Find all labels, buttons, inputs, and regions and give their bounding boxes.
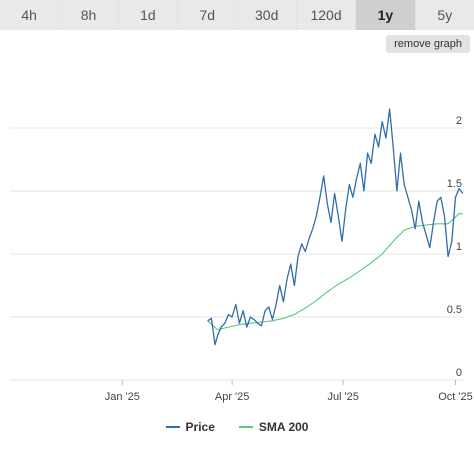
legend-label-price: Price [185, 420, 215, 434]
y-tick-label: 0 [456, 367, 462, 379]
sma-200-line [207, 213, 463, 331]
price-chart: 0 0.5 1 1.5 2 Jan '25 Apr '25 Jul '25 Oct '25 [10, 108, 473, 403]
tab-120d[interactable]: 120d [296, 0, 356, 30]
x-tick-label: Jul '25 [327, 391, 358, 403]
x-tick-label: Oct '25 [438, 391, 473, 403]
price-swatch-icon [165, 426, 180, 428]
legend-item-price[interactable]: Price [165, 420, 215, 434]
x-tick-label: Jan '25 [105, 391, 140, 403]
sma-swatch-icon [238, 426, 253, 428]
y-tick-label: 1 [456, 241, 462, 253]
y-tick-label: 1.5 [447, 178, 462, 190]
tab-30d[interactable]: 30d [237, 0, 296, 30]
legend-item-sma[interactable]: SMA 200 [238, 420, 309, 434]
tab-1y[interactable]: 1y [356, 0, 415, 30]
timeframe-tabs: 4h 8h 1d 7d 30d 120d 1y 5y [0, 0, 474, 30]
tab-4h[interactable]: 4h [0, 0, 59, 30]
tab-1d[interactable]: 1d [118, 0, 178, 30]
legend-label-sma: SMA 200 [258, 420, 309, 434]
legend: Price SMA 200 [0, 420, 474, 434]
tab-8h[interactable]: 8h [59, 0, 118, 30]
y-tick-label: 0.5 [447, 304, 462, 316]
x-tick-label: Apr '25 [215, 391, 250, 403]
remove-graph-button[interactable]: remove graph [386, 35, 470, 53]
tab-5y[interactable]: 5y [415, 0, 474, 30]
y-tick-label: 2 [456, 115, 462, 127]
price-line [207, 108, 464, 346]
tab-7d[interactable]: 7d [178, 0, 237, 30]
